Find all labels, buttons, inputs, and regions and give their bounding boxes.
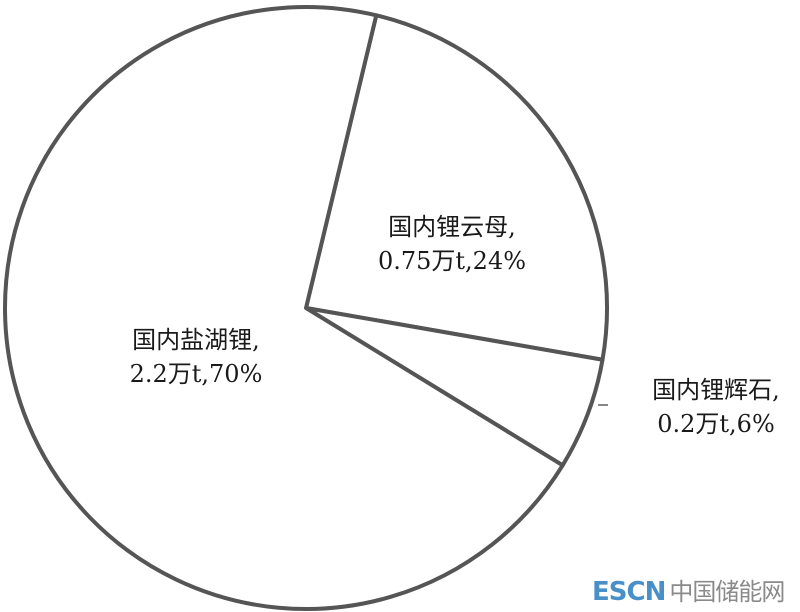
slice-label-3-line-1: 国内盐湖锂, [132,326,260,354]
slice-label-3-line-2: 2.2万t,70% [130,360,263,388]
escn-watermark-logo: ESCN 中国储能网 [592,572,785,607]
slice-label-1-line-1: 国内锂云母, [388,213,516,241]
slice-label-2-line-1: 国内锂辉石, [652,376,780,404]
slice-label-1-line-2: 0.75万t,24% [378,247,526,275]
watermark-cn: 中国储能网 [669,578,785,606]
pie-slice-1 [304,13,609,362]
pie-slice-3 [3,5,565,611]
watermark-en: ESCN [592,577,666,607]
slice-label-2-line-2: 0.2万t,6% [657,410,775,438]
